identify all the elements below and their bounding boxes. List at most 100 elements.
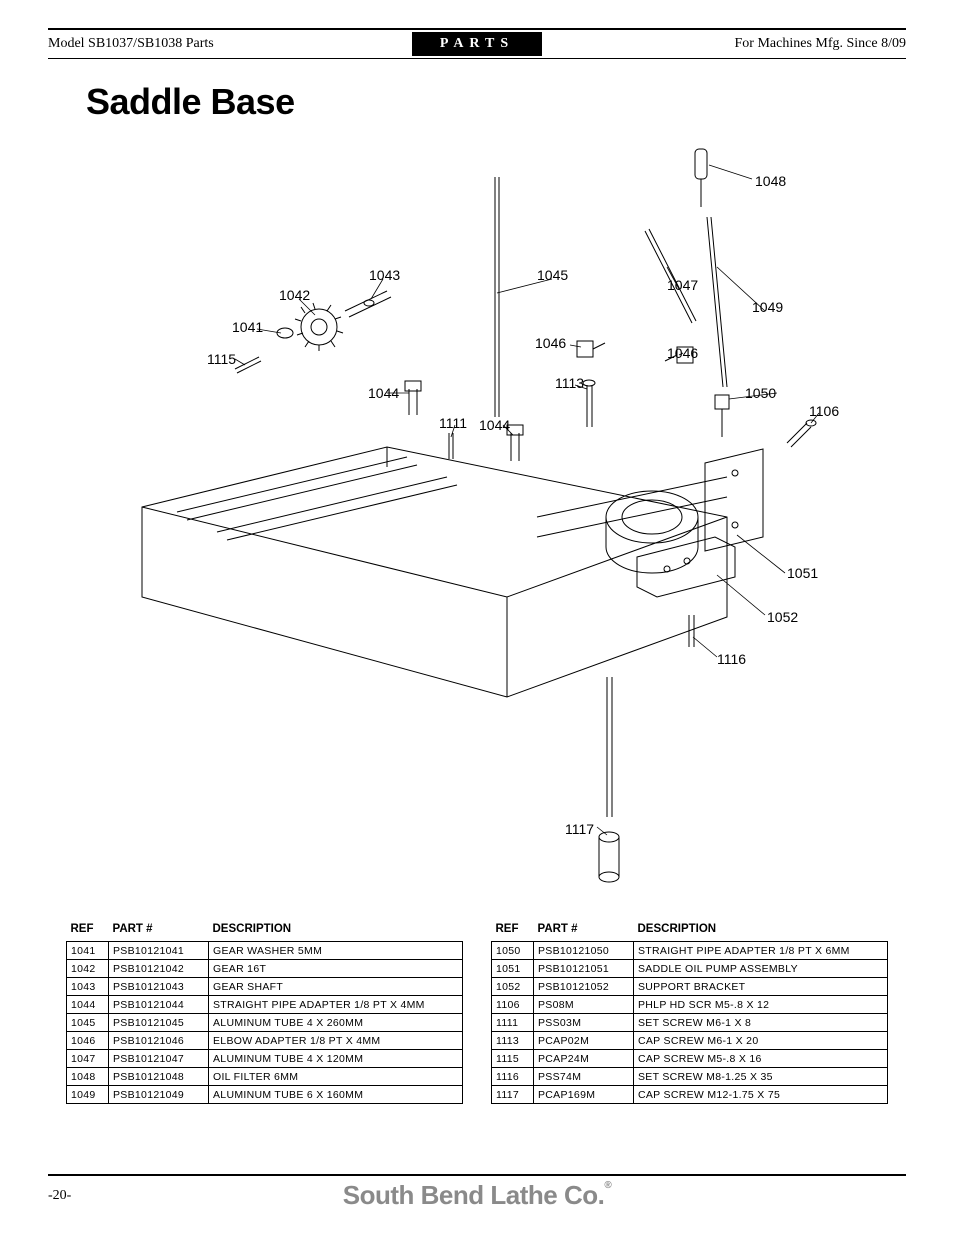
cell-ref: 1046: [67, 1032, 109, 1050]
diagram-callout: 1115: [207, 351, 236, 367]
diagram-callout: 1111: [439, 415, 467, 431]
table-row: 1047PSB10121047ALUMINUM TUBE 4 X 120MM: [67, 1050, 463, 1068]
cell-desc: ALUMINUM TUBE 6 X 160MM: [209, 1086, 463, 1104]
diagram-callout: 1051: [787, 565, 818, 581]
cell-part: PSB10121050: [534, 942, 634, 960]
cell-part: PSB10121044: [109, 996, 209, 1014]
table-row: 1106PS08MPHLP HD SCR M5-.8 X 12: [492, 996, 888, 1014]
cell-ref: 1047: [67, 1050, 109, 1068]
cell-part: PSB10121049: [109, 1086, 209, 1104]
diagram-callout: 1050: [745, 385, 776, 401]
diagram-callout: 1117: [565, 821, 594, 837]
diagram-callout: 1116: [717, 651, 746, 667]
col-ref: REF: [492, 917, 534, 942]
cell-desc: ALUMINUM TUBE 4 X 120MM: [209, 1050, 463, 1068]
cell-part: PSB10121043: [109, 978, 209, 996]
cell-part: PSB10121045: [109, 1014, 209, 1032]
cell-part: PSB10121042: [109, 960, 209, 978]
cell-desc: ELBOW ADAPTER 1/8 PT X 4MM: [209, 1032, 463, 1050]
header-date: For Machines Mfg. Since 8/09: [542, 32, 906, 56]
cell-ref: 1117: [492, 1086, 534, 1104]
cell-ref: 1052: [492, 978, 534, 996]
cell-part: PCAP24M: [534, 1050, 634, 1068]
diagram-callout: 1043: [369, 267, 400, 283]
diagram-callout: 1044: [479, 417, 510, 433]
cell-desc: STRAIGHT PIPE ADAPTER 1/8 PT X 4MM: [209, 996, 463, 1014]
table-row: 1051PSB10121051SADDLE OIL PUMP ASSEMBLY: [492, 960, 888, 978]
cell-desc: SUPPORT BRACKET: [634, 978, 888, 996]
table-row: 1046PSB10121046ELBOW ADAPTER 1/8 PT X 4M…: [67, 1032, 463, 1050]
page-number: -20-: [48, 1188, 148, 1204]
cell-ref: 1113: [492, 1032, 534, 1050]
cell-ref: 1041: [67, 942, 109, 960]
table-row: 1113PCAP02MCAP SCREW M6-1 X 20: [492, 1032, 888, 1050]
cell-part: PSB10121046: [109, 1032, 209, 1050]
page-header: Model SB1037/SB1038 Parts PARTS For Mach…: [48, 32, 906, 56]
cell-part: PSB10121052: [534, 978, 634, 996]
cell-desc: STRAIGHT PIPE ADAPTER 1/8 PT X 6MM: [634, 942, 888, 960]
cell-ref: 1111: [492, 1014, 534, 1032]
diagram-callout: 1047: [667, 277, 698, 293]
table-row: 1115PCAP24MCAP SCREW M5-.8 X 16: [492, 1050, 888, 1068]
diagram-callout: 1048: [755, 173, 786, 189]
col-part: PART #: [534, 917, 634, 942]
header-model: Model SB1037/SB1038 Parts: [48, 32, 412, 56]
cell-ref: 1048: [67, 1068, 109, 1086]
page-footer: -20- South Bend Lathe Co.®: [48, 1174, 906, 1211]
cell-desc: CAP SCREW M6-1 X 20: [634, 1032, 888, 1050]
cell-desc: SET SCREW M6-1 X 8: [634, 1014, 888, 1032]
diagram-callout: 1046: [535, 335, 566, 351]
diagram-callout: 1045: [537, 267, 568, 283]
cell-part: PSB10121048: [109, 1068, 209, 1086]
cell-ref: 1049: [67, 1086, 109, 1104]
table-row: 1116PSS74MSET SCREW M8-1.25 X 35: [492, 1068, 888, 1086]
diagram-callout: 1113: [555, 375, 584, 391]
diagram-callout: 1041: [232, 319, 263, 335]
diagram-callout: 1052: [767, 609, 798, 625]
diagram-callout: 1042: [279, 287, 310, 303]
cell-desc: CAP SCREW M5-.8 X 16: [634, 1050, 888, 1068]
header-section: PARTS: [412, 32, 542, 56]
cell-part: PCAP02M: [534, 1032, 634, 1050]
parts-table-left: REF PART # DESCRIPTION 1041PSB10121041GE…: [66, 917, 463, 1104]
table-row: 1111PSS03MSET SCREW M6-1 X 8: [492, 1014, 888, 1032]
col-desc: DESCRIPTION: [634, 917, 888, 942]
cell-part: PSB10121047: [109, 1050, 209, 1068]
cell-part: PSB10121041: [109, 942, 209, 960]
cell-desc: SET SCREW M8-1.25 X 35: [634, 1068, 888, 1086]
cell-part: PS08M: [534, 996, 634, 1014]
cell-desc: SADDLE OIL PUMP ASSEMBLY: [634, 960, 888, 978]
brand-name: South Bend Lathe Co.®: [148, 1180, 806, 1211]
cell-desc: OIL FILTER 6MM: [209, 1068, 463, 1086]
table-row: 1048PSB10121048OIL FILTER 6MM: [67, 1068, 463, 1086]
cell-part: PSS74M: [534, 1068, 634, 1086]
cell-ref: 1043: [67, 978, 109, 996]
cell-desc: PHLP HD SCR M5-.8 X 12: [634, 996, 888, 1014]
cell-ref: 1050: [492, 942, 534, 960]
table-row: 1042PSB10121042GEAR 16T: [67, 960, 463, 978]
cell-part: PSS03M: [534, 1014, 634, 1032]
cell-ref: 1044: [67, 996, 109, 1014]
diagram-callout: 1046: [667, 345, 698, 361]
table-row: 1052PSB10121052SUPPORT BRACKET: [492, 978, 888, 996]
diagram-callout: 1106: [809, 403, 839, 419]
table-row: 1117PCAP169MCAP SCREW M12-1.75 X 75: [492, 1086, 888, 1104]
table-row: 1043PSB10121043GEAR SHAFT: [67, 978, 463, 996]
cell-ref: 1051: [492, 960, 534, 978]
table-row: 1049PSB10121049ALUMINUM TUBE 6 X 160MM: [67, 1086, 463, 1104]
table-row: 1044PSB10121044STRAIGHT PIPE ADAPTER 1/8…: [67, 996, 463, 1014]
table-row: 1050PSB10121050STRAIGHT PIPE ADAPTER 1/8…: [492, 942, 888, 960]
cell-ref: 1115: [492, 1050, 534, 1068]
cell-desc: GEAR SHAFT: [209, 978, 463, 996]
col-part: PART #: [109, 917, 209, 942]
cell-ref: 1106: [492, 996, 534, 1014]
table-row: 1045PSB10121045ALUMINUM TUBE 4 X 260MM: [67, 1014, 463, 1032]
cell-desc: GEAR WASHER 5MM: [209, 942, 463, 960]
cell-part: PSB10121051: [534, 960, 634, 978]
cell-ref: 1116: [492, 1068, 534, 1086]
cell-ref: 1042: [67, 960, 109, 978]
exploded-diagram: 1048104310451047104210491041104610461115…: [87, 137, 867, 907]
cell-desc: ALUMINUM TUBE 4 X 260MM: [209, 1014, 463, 1032]
diagram-callout: 1044: [368, 385, 399, 401]
cell-desc: CAP SCREW M12-1.75 X 75: [634, 1086, 888, 1104]
